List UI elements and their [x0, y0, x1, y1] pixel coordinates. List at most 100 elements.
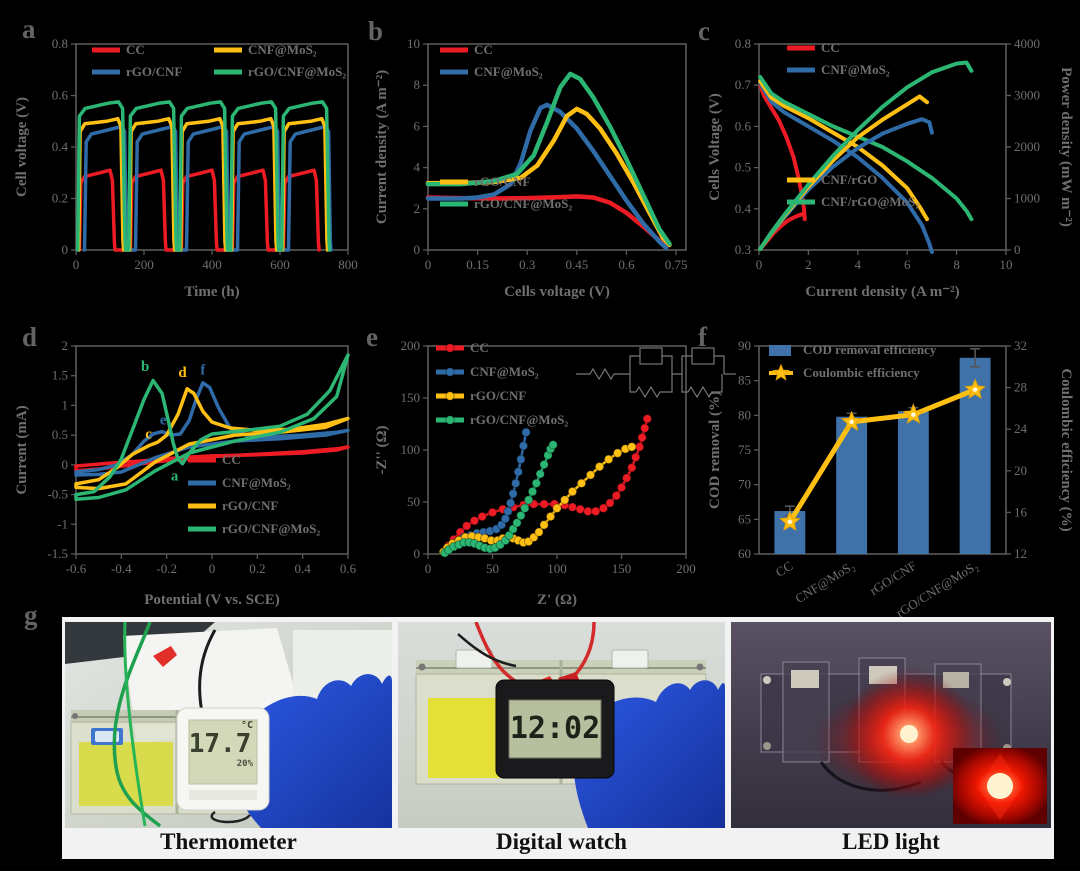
photo-thermometer-art: 17.7 °C 20% — [65, 622, 392, 828]
svg-text:Current (mA): Current (mA) — [14, 405, 30, 494]
svg-text:rGO/CNF: rGO/CNF — [126, 64, 182, 79]
svg-text:200: 200 — [401, 338, 421, 353]
svg-text:3000: 3000 — [1014, 88, 1040, 103]
svg-text:Current density (A m⁻²): Current density (A m⁻²) — [374, 70, 390, 224]
svg-text:0.8: 0.8 — [735, 36, 751, 51]
svg-text:75: 75 — [738, 442, 751, 457]
svg-text:400: 400 — [202, 257, 222, 272]
svg-text:150: 150 — [401, 390, 421, 405]
svg-text:2000: 2000 — [1014, 139, 1040, 154]
svg-text:-1.5: -1.5 — [47, 546, 68, 561]
photo-label-digital-watch: Digital watch — [496, 829, 627, 854]
svg-text:10: 10 — [1000, 257, 1013, 272]
svg-text:0.3: 0.3 — [519, 257, 535, 272]
photo-thermometer: 17.7 °C 20% — [65, 622, 392, 828]
svg-text:0: 0 — [209, 561, 216, 576]
svg-text:0: 0 — [756, 257, 763, 272]
svg-text:Cell voltage (V): Cell voltage (V) — [14, 97, 30, 197]
photo-led-light — [731, 622, 1051, 828]
svg-text:-Z'' (Ω): -Z'' (Ω) — [374, 425, 390, 474]
svg-text:d: d — [178, 365, 187, 381]
svg-text:0.5: 0.5 — [52, 427, 68, 442]
svg-text:4: 4 — [855, 257, 862, 272]
svg-text:Potential (V vs. SCE): Potential (V vs. SCE) — [144, 592, 280, 608]
svg-text:rGO/CNF: rGO/CNF — [470, 388, 526, 403]
svg-text:10: 10 — [407, 36, 420, 51]
thermometer-reading: 17.7 — [189, 729, 252, 759]
svg-text:-0.4: -0.4 — [111, 561, 132, 576]
svg-text:0: 0 — [73, 257, 80, 272]
photo-watch-art: 12:02 — [398, 622, 725, 828]
svg-text:90: 90 — [738, 338, 751, 353]
svg-text:0.6: 0.6 — [618, 257, 635, 272]
svg-text:CC: CC — [222, 452, 241, 467]
svg-text:COD removal (%): COD removal (%) — [707, 391, 723, 509]
svg-text:80: 80 — [738, 407, 751, 422]
svg-text:20: 20 — [1014, 463, 1027, 478]
thermometer-device — [176, 707, 270, 811]
svg-text:0.2: 0.2 — [52, 191, 68, 206]
svg-text:16: 16 — [1014, 504, 1028, 519]
svg-text:CNF/rGO: CNF/rGO — [821, 172, 877, 187]
svg-text:CC: CC — [773, 558, 796, 580]
svg-text:32: 32 — [1014, 338, 1027, 353]
watch-device — [495, 679, 615, 779]
svg-text:100: 100 — [547, 561, 567, 576]
thermometer-unit: °C — [241, 720, 253, 731]
svg-text:12: 12 — [1014, 546, 1027, 561]
svg-text:200: 200 — [676, 561, 696, 576]
svg-text:CNF@MoS₂: CNF@MoS₂ — [470, 364, 539, 379]
svg-text:0.2: 0.2 — [249, 561, 265, 576]
svg-text:e: e — [160, 412, 167, 428]
svg-text:800: 800 — [338, 257, 358, 272]
svg-text:1000: 1000 — [1014, 191, 1040, 206]
svg-text:rGO/CNF: rGO/CNF — [867, 558, 919, 598]
svg-text:rGO/CNF@MoS₂: rGO/CNF@MoS₂ — [248, 64, 346, 79]
svg-text:0.15: 0.15 — [466, 257, 489, 272]
svg-text:0.6: 0.6 — [735, 118, 752, 133]
svg-text:0.6: 0.6 — [340, 561, 357, 576]
svg-text:0.7: 0.7 — [735, 77, 752, 92]
svg-text:-0.2: -0.2 — [156, 561, 177, 576]
svg-text:0.3: 0.3 — [735, 242, 751, 257]
panel-label-a: a — [22, 14, 36, 44]
svg-text:2: 2 — [62, 338, 69, 353]
svg-text:0: 0 — [425, 257, 432, 272]
svg-text:0.4: 0.4 — [295, 561, 312, 576]
svg-text:1: 1 — [62, 397, 69, 412]
photo-label-led-light: LED light — [842, 829, 940, 854]
panel-label-e: e — [366, 322, 378, 352]
svg-text:8: 8 — [953, 257, 960, 272]
svg-text:-0.6: -0.6 — [66, 561, 87, 576]
svg-text:150: 150 — [612, 561, 632, 576]
chart-nyquist-impedance: 0 50 100 150 200 0 50 100 150 200 Z' (Ω) -Z'' (Ω) CC… — [374, 338, 736, 608]
svg-text:6: 6 — [904, 257, 911, 272]
svg-text:65: 65 — [738, 511, 751, 526]
svg-text:0.8: 0.8 — [52, 36, 68, 51]
svg-text:600: 600 — [270, 257, 290, 272]
svg-text:CNF/rGO@MoS₂: CNF/rGO@MoS₂ — [821, 194, 919, 209]
svg-text:CNF@MoS₂: CNF@MoS₂ — [248, 42, 317, 57]
svg-text:60: 60 — [738, 546, 751, 561]
svg-text:0.5: 0.5 — [735, 160, 751, 175]
svg-text:Current density (A m⁻²): Current density (A m⁻²) — [805, 284, 959, 300]
svg-text:0: 0 — [1014, 242, 1021, 257]
svg-text:100: 100 — [401, 442, 421, 457]
red-clip — [153, 646, 177, 667]
svg-text:Power density (mW m⁻²): Power density (mW m⁻²) — [1058, 67, 1074, 227]
svg-text:rGO/CNF: rGO/CNF — [222, 498, 278, 513]
svg-text:8: 8 — [414, 77, 421, 92]
photo-led-art — [731, 622, 1051, 828]
svg-text:0.4: 0.4 — [52, 139, 69, 154]
svg-text:0: 0 — [414, 242, 421, 257]
svg-text:Coulombic efficiency: Coulombic efficiency — [803, 365, 920, 380]
svg-text:b: b — [141, 359, 149, 375]
svg-text:CC: CC — [126, 42, 145, 57]
svg-text:Cells voltage (V): Cells voltage (V) — [504, 284, 610, 300]
svg-text:6: 6 — [414, 118, 421, 133]
svg-text:70: 70 — [738, 477, 751, 492]
svg-text:2: 2 — [805, 257, 812, 272]
panel-label-g: g — [24, 600, 38, 630]
svg-text:rGO/CNF@MoS₂: rGO/CNF@MoS₂ — [470, 412, 568, 427]
